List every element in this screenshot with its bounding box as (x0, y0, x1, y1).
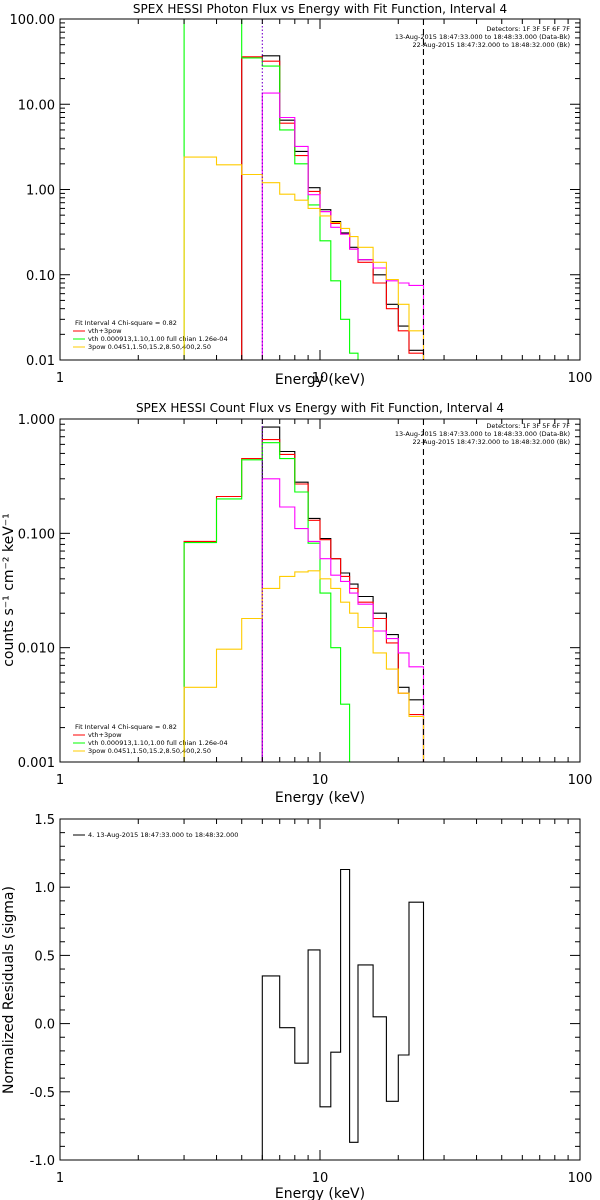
count-flux-data-interval: 13-Aug-2015 18:47:33.000 to 18:48:33.000… (395, 430, 570, 438)
residuals-x-tick-label: 100 (568, 1171, 593, 1186)
photon-flux-panel: SPEX HESSI Photon Flux vs Energy with Fi… (10, 2, 593, 388)
residuals-residual-series-line (261, 868, 425, 1160)
photon-flux-legend-total: vth+3pow (88, 327, 122, 335)
count-flux-legend-total: vth+3pow (88, 731, 122, 739)
residuals-x-tick-label: 10 (312, 1171, 329, 1186)
count-flux-y-tick-label: 1.000 (18, 413, 55, 428)
photon-flux-data-interval: 13-Aug-2015 18:47:33.000 to 18:48:33.000… (395, 33, 570, 41)
photon-flux-xlabel: Energy (keV) (275, 372, 365, 388)
photon-flux-y-tick-label: 1.00 (26, 184, 55, 199)
photon-flux-y-tick-label: 0.01 (26, 354, 55, 369)
count-flux-power-law-component-line (183, 570, 425, 762)
count-flux-total-data-line (261, 426, 425, 762)
residuals-plot-area (261, 868, 425, 1160)
count-flux-bk-interval: 22-Aug-2015 18:47:32.000 to 18:48:32.000… (413, 438, 570, 446)
count-flux-ylabel: counts s⁻¹ cm⁻² keV⁻¹ (1, 513, 17, 667)
photon-flux-x-tick-label: 100 (568, 371, 593, 386)
photon-flux-y-tick-label: 100.00 (10, 13, 56, 28)
count-flux-title: SPEX HESSI Count Flux vs Energy with Fit… (136, 401, 504, 415)
photon-flux-total-fit-line (241, 56, 425, 360)
count-flux-background-line (261, 478, 425, 762)
photon-flux-power-law-component-line (183, 156, 425, 360)
count-flux-x-tick-label: 10 (312, 773, 329, 788)
photon-flux-thermal-component-line (183, 19, 359, 360)
photon-flux-y-tick-label: 0.10 (26, 269, 55, 284)
count-flux-y-tick-label: 0.010 (18, 642, 55, 657)
count-flux-plot-area (183, 426, 425, 762)
residuals-x-tick-label: 1 (56, 1171, 64, 1186)
photon-flux-y-tick-label: 10.00 (18, 98, 55, 113)
photon-flux-bk-interval: 22-Aug-2015 18:47:32.000 to 18:48:32.000… (413, 41, 570, 49)
photon-flux-background-line (261, 92, 425, 360)
count-flux-legend-fit: Fit Interval 4 Chi-square = 0.82 (75, 723, 177, 731)
photon-flux-detectors: Detectors: 1F 3F 5F 6F 7F (486, 25, 570, 33)
count-flux-total-fit-line (183, 439, 425, 762)
residuals-y-tick-label: 0.5 (34, 949, 55, 964)
photon-flux-legend-vth: vth 0.000913,1.10,1.00 full chian 1.26e-… (88, 335, 228, 343)
count-flux-y-tick-label: 0.001 (18, 756, 55, 771)
residuals-legend: 4. 13-Aug-2015 18:47:33.000 to 18:48:32.… (88, 831, 238, 839)
residuals-y-tick-label: 1.5 (34, 813, 55, 828)
photon-flux-x-tick-label: 1 (56, 371, 64, 386)
count-flux-legend-vth: vth 0.000913,1.10,1.00 full chian 1.26e-… (88, 739, 228, 747)
photon-flux-title: SPEX HESSI Photon Flux vs Energy with Fi… (133, 2, 507, 16)
residuals-ylabel: Normalized Residuals (sigma) (1, 886, 17, 1094)
photon-flux-legend-fit: Fit Interval 4 Chi-square = 0.82 (75, 319, 177, 327)
count-flux-detectors: Detectors: 1F 3F 5F 6F 7F (486, 422, 570, 430)
residuals-y-tick-label: -1.0 (30, 1154, 55, 1169)
count-flux-y-tick-label: 0.100 (18, 527, 55, 542)
count-flux-legend-3pow: 3pow 0.0451,1.50,15.2,8.50,400,2.50 (88, 747, 211, 755)
count-flux-xlabel: Energy (keV) (275, 790, 365, 806)
residuals-y-tick-label: 0.0 (34, 1018, 55, 1033)
residuals-panel: 4. 13-Aug-2015 18:47:33.000 to 18:48:32.… (1, 813, 592, 1200)
count-flux-panel: SPEX HESSI Count Flux vs Energy with Fit… (1, 401, 593, 806)
photon-flux-legend-3pow: 3pow 0.0451,1.50,15.2,8.50,400,2.50 (88, 343, 211, 351)
residuals-y-tick-label: -0.5 (30, 1086, 55, 1101)
count-flux-thermal-component-line (183, 442, 359, 762)
photon-flux-x-tick-label: 10 (312, 371, 329, 386)
photon-flux-total-data-line (241, 55, 425, 360)
residuals-xlabel: Energy (keV) (275, 1186, 365, 1200)
residuals-y-tick-label: 1.0 (34, 881, 55, 896)
count-flux-x-tick-label: 1 (56, 773, 64, 788)
photon-flux-plot-area (183, 19, 425, 360)
count-flux-x-tick-label: 100 (568, 773, 593, 788)
